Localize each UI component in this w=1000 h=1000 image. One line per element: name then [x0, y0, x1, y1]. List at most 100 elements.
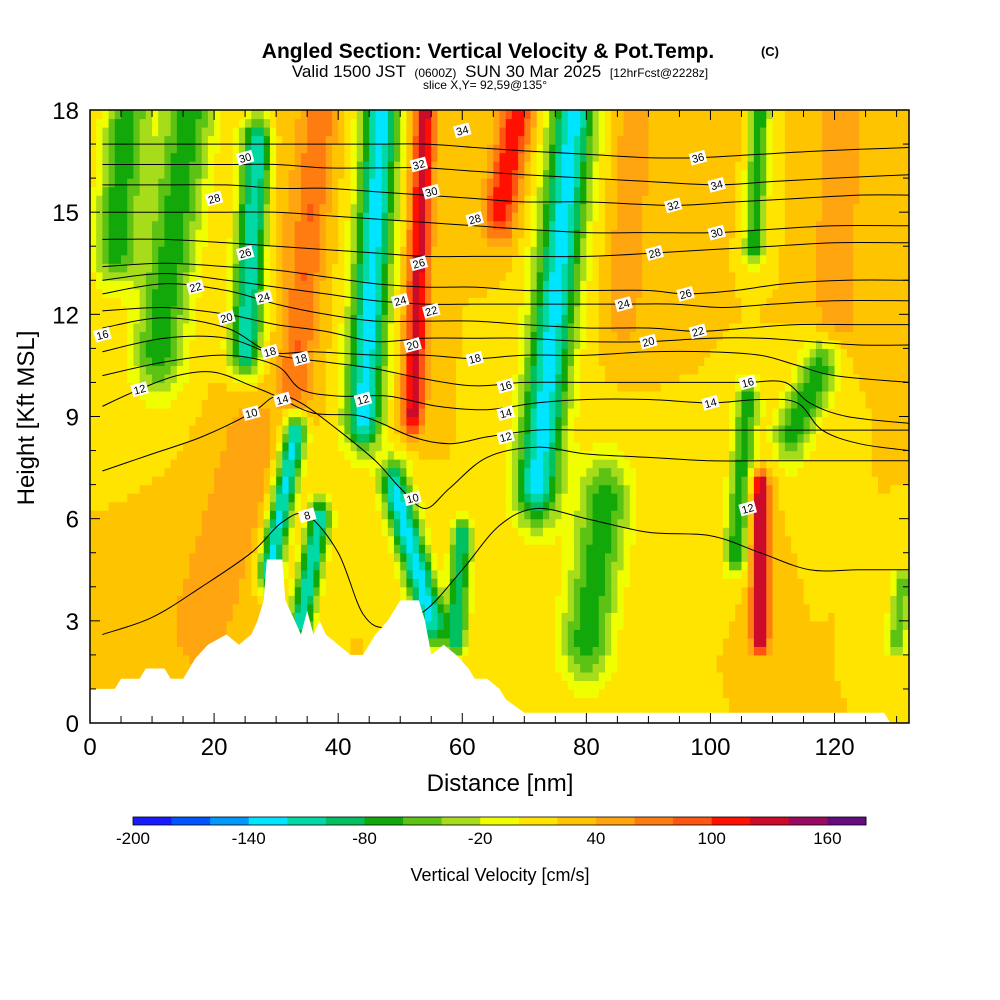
velocity-cell	[195, 203, 203, 213]
velocity-cell	[251, 152, 259, 162]
velocity-cell	[201, 450, 209, 460]
velocity-cell	[363, 297, 370, 307]
velocity-cell	[257, 467, 265, 477]
velocity-cell	[294, 220, 302, 230]
velocity-cell	[152, 561, 159, 571]
velocity-cell	[139, 348, 147, 358]
velocity-cell	[226, 237, 234, 247]
velocity-cell	[350, 552, 358, 562]
velocity-cell	[232, 152, 240, 162]
velocity-cell	[412, 152, 420, 162]
velocity-cell	[121, 654, 128, 664]
velocity-cell	[195, 450, 203, 460]
velocity-cell	[170, 399, 178, 409]
velocity-cell	[468, 629, 476, 639]
velocity-cell	[232, 348, 240, 358]
velocity-cell	[145, 467, 153, 477]
velocity-cell	[456, 339, 463, 349]
velocity-cell	[257, 433, 265, 443]
velocity-cell	[480, 467, 488, 477]
velocity-cell	[263, 220, 271, 230]
velocity-cell	[350, 433, 358, 443]
velocity-cell	[344, 169, 352, 179]
velocity-cell	[158, 450, 166, 460]
velocity-cell	[96, 339, 103, 349]
velocity-cell	[381, 595, 389, 605]
velocity-cell	[232, 314, 240, 324]
velocity-cell	[319, 484, 327, 494]
velocity-cell	[431, 110, 439, 120]
velocity-cell	[511, 561, 519, 571]
velocity-cell	[232, 399, 240, 409]
velocity-cell	[189, 527, 197, 537]
velocity-cell	[269, 459, 277, 469]
velocity-cell	[220, 544, 228, 554]
velocity-cell	[195, 373, 203, 384]
velocity-cell	[276, 425, 283, 435]
velocity-cell	[338, 637, 345, 647]
velocity-cell	[369, 407, 376, 418]
velocity-cell	[276, 220, 283, 230]
velocity-cell	[356, 425, 364, 435]
velocity-cell	[183, 144, 190, 154]
velocity-cell	[263, 535, 271, 545]
velocity-cell	[158, 288, 166, 298]
velocity-cell	[511, 450, 519, 460]
velocity-cell	[114, 646, 122, 656]
velocity-cell	[394, 322, 401, 332]
velocity-cell	[369, 373, 376, 384]
velocity-cell	[108, 442, 116, 452]
velocity-cell	[238, 314, 246, 324]
velocity-cell	[176, 544, 184, 554]
velocity-cell	[121, 195, 128, 205]
velocity-cell	[152, 663, 159, 673]
velocity-cell	[499, 305, 507, 315]
velocity-cell	[96, 399, 103, 409]
velocity-cell	[406, 305, 414, 315]
velocity-cell	[381, 220, 389, 230]
velocity-cell	[127, 144, 135, 154]
velocity-cell	[96, 484, 103, 494]
velocity-cell	[164, 161, 172, 171]
velocity-cell	[412, 229, 420, 239]
velocity-cell	[152, 527, 159, 537]
velocity-cell	[108, 552, 116, 562]
velocity-cell	[338, 254, 345, 264]
velocity-cell	[338, 288, 345, 298]
velocity-cell	[214, 254, 221, 264]
velocity-cell	[164, 212, 172, 222]
velocity-cell	[487, 135, 494, 145]
velocity-cell	[307, 288, 314, 298]
velocity-cell	[195, 237, 203, 247]
velocity-cell	[139, 229, 147, 239]
velocity-cell	[505, 314, 513, 324]
velocity-cell	[431, 493, 439, 503]
velocity-cell	[307, 229, 314, 239]
velocity-cell	[294, 263, 302, 273]
velocity-cell	[511, 161, 519, 171]
velocity-cell	[226, 263, 234, 273]
velocity-cell	[288, 203, 296, 213]
velocity-cell	[400, 271, 408, 281]
velocity-cell	[511, 229, 519, 239]
velocity-cell	[418, 314, 426, 324]
velocity-cell	[344, 178, 352, 188]
velocity-cell	[412, 322, 420, 332]
velocity-cell	[331, 493, 339, 503]
velocity-cell	[387, 271, 395, 281]
velocity-cell	[245, 186, 252, 196]
velocity-cell	[431, 484, 439, 494]
velocity-cell	[114, 220, 122, 230]
velocity-cell	[474, 390, 482, 401]
velocity-cell	[363, 527, 370, 537]
velocity-cell	[456, 356, 463, 367]
velocity-cell	[220, 467, 228, 477]
velocity-cell	[387, 595, 395, 605]
velocity-cell	[511, 288, 519, 298]
velocity-cell	[331, 161, 339, 171]
velocity-cell	[319, 203, 327, 213]
velocity-cell	[294, 110, 302, 120]
velocity-cell	[207, 356, 215, 367]
velocity-cell	[505, 144, 513, 154]
velocity-cell	[251, 416, 259, 426]
